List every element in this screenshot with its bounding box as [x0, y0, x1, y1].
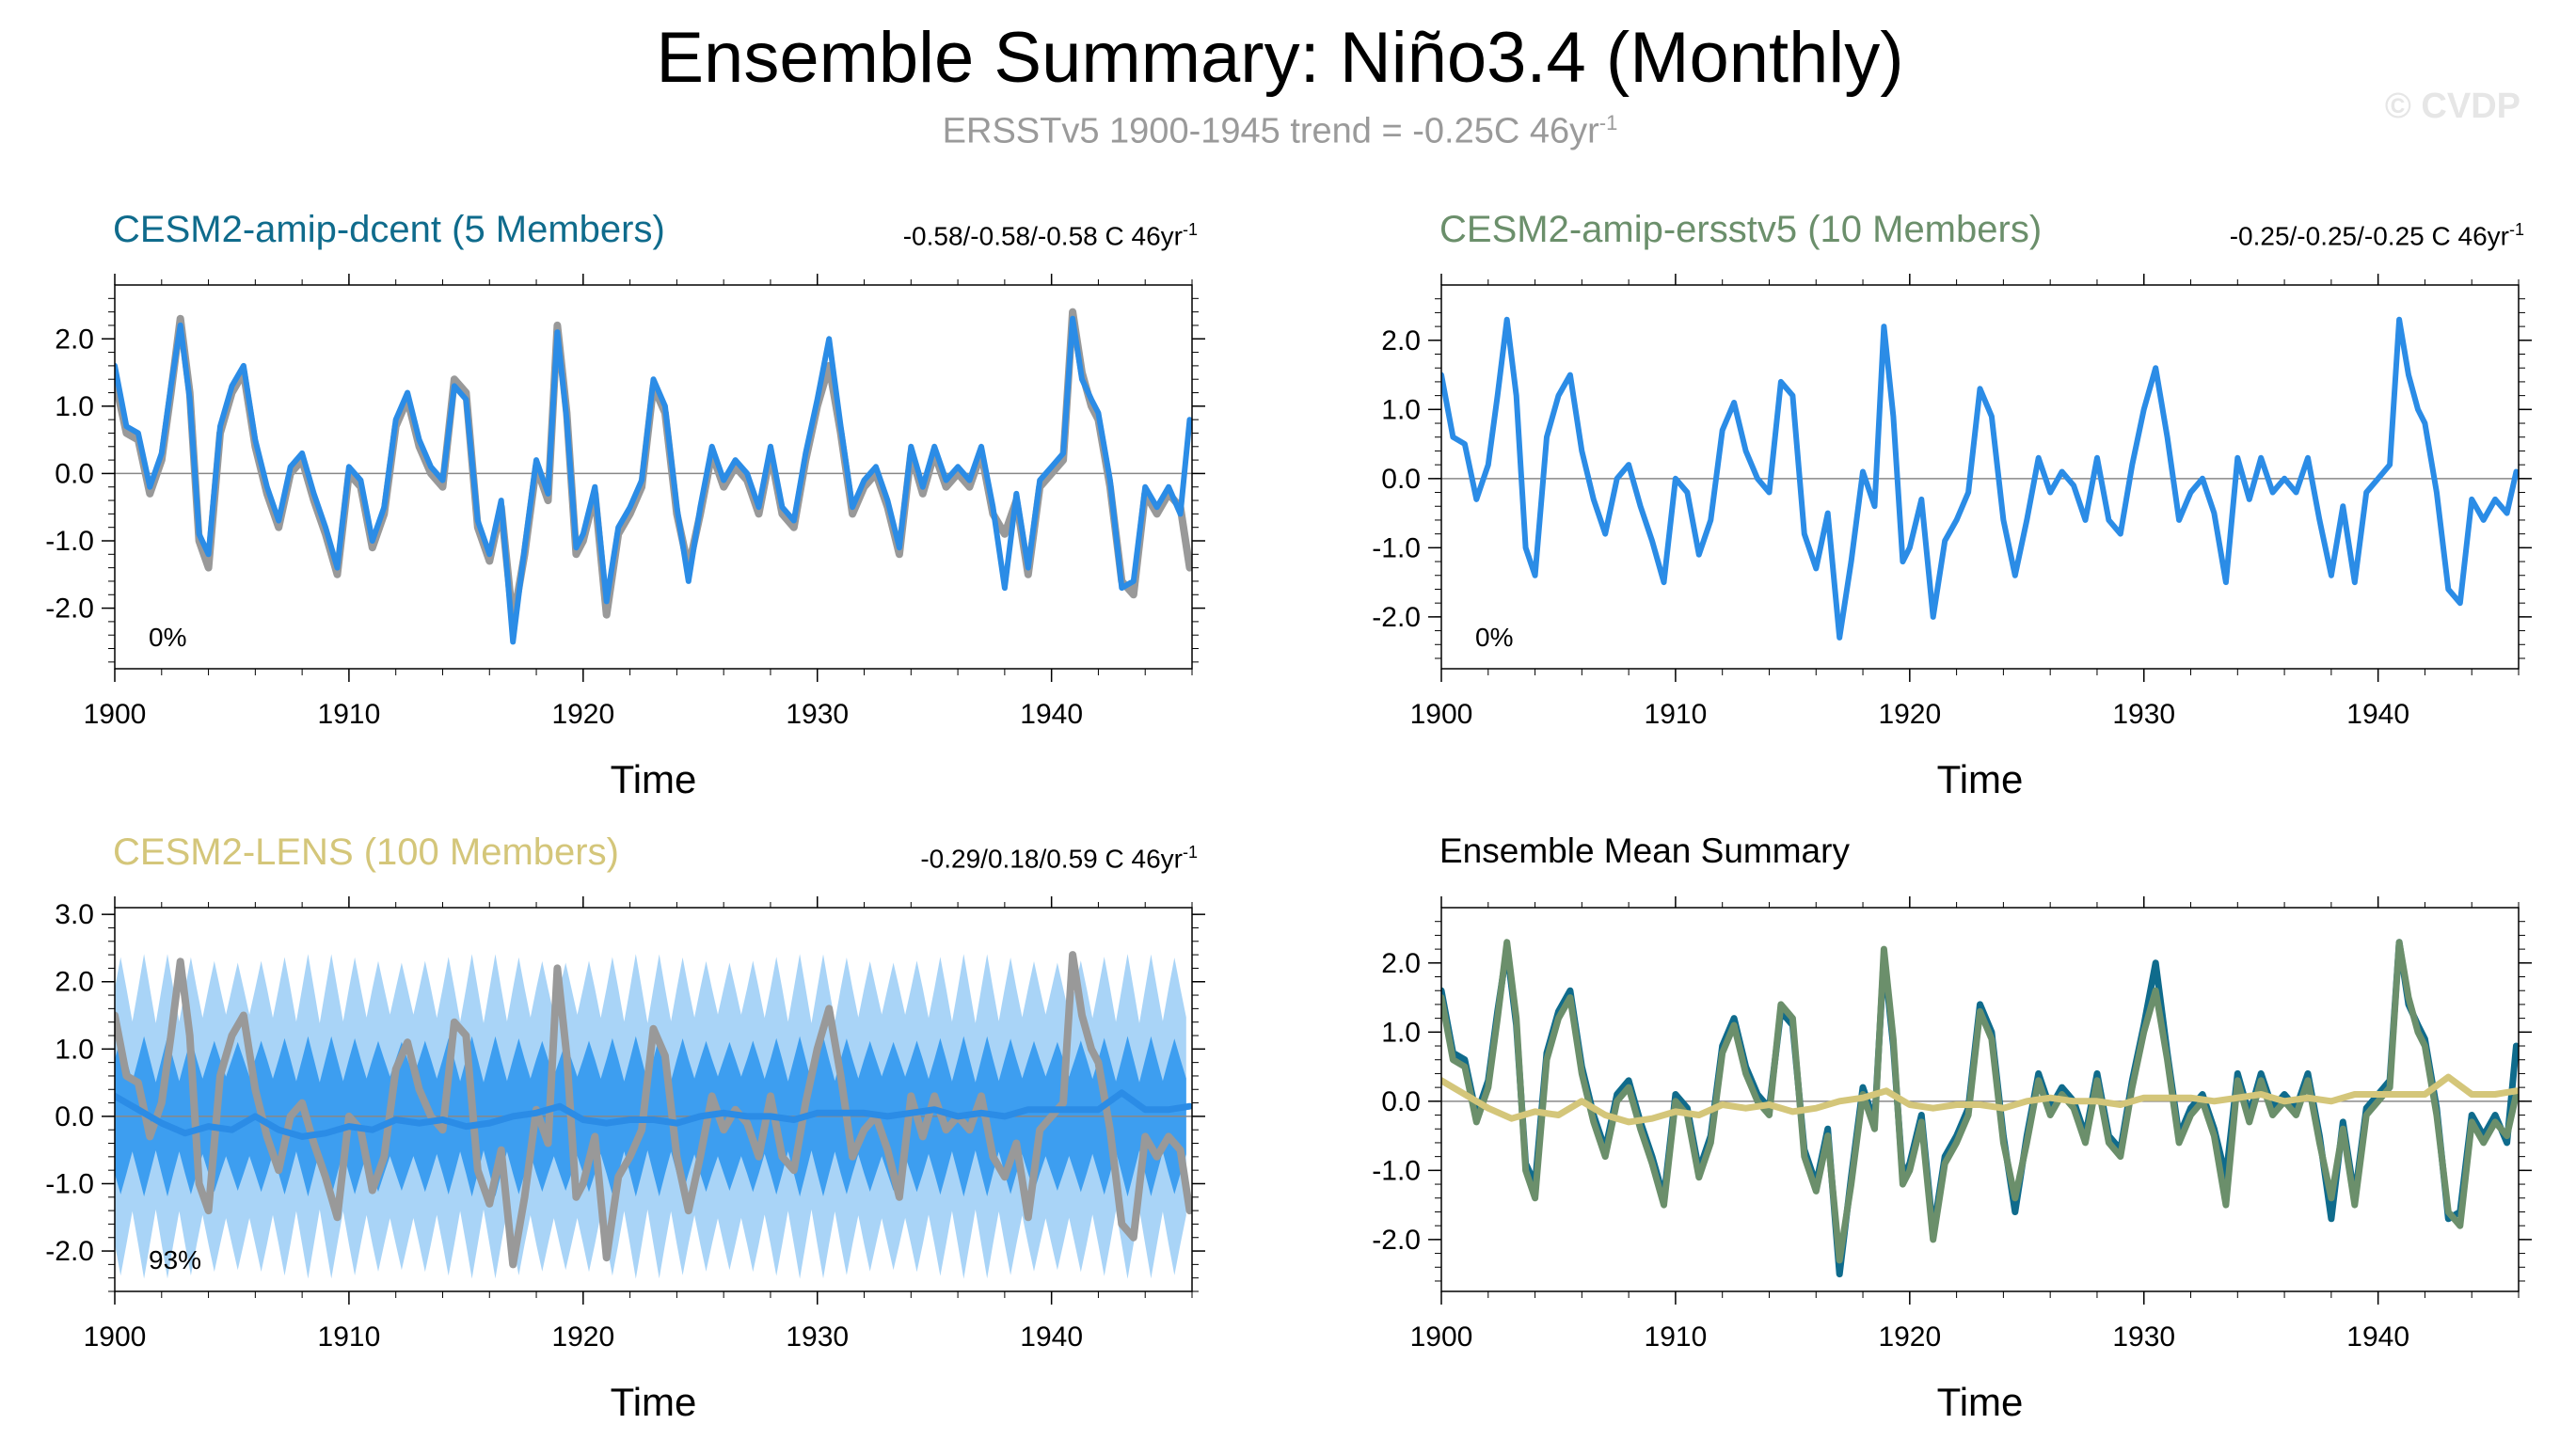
x-tick-label: 1920 [1878, 1321, 1941, 1353]
plot-frame [114, 284, 1193, 670]
y-tick-label: 0.0 [1381, 464, 1421, 495]
rank-label: 0% [1475, 623, 1513, 652]
x-tick-label: 1920 [551, 1321, 614, 1353]
series-line-member [1441, 316, 2519, 641]
x-tick-label: 1930 [2112, 699, 2175, 730]
panel-title-lens: CESM2-LENS (100 Members) [113, 831, 619, 873]
rank-label: 93% [149, 1245, 201, 1274]
x-tick-label: 1900 [1410, 1321, 1473, 1353]
y-tick-label: 0.0 [1381, 1086, 1421, 1117]
y-tick-label: -1.0 [45, 526, 94, 557]
y-tick-label: 0.0 [55, 1101, 94, 1132]
panel-trend-dcent: -0.58/-0.58/-0.58 C 46yr-1 [903, 220, 1198, 251]
series-line-observed [115, 951, 1192, 1269]
x-tick-label: 1910 [318, 699, 381, 730]
trend-superscript: -1 [2508, 220, 2524, 239]
y-tick-label: 2.0 [1381, 948, 1421, 979]
chart-panel-lens: 1900 1910 1920 1930 1940 -2.0 -1.0 0.0 1.0 2.0 3.0… [45, 896, 1205, 1424]
subtitle-superscript: -1 [1598, 111, 1618, 135]
x-tick-label: 1930 [786, 1321, 849, 1353]
y-tick-label: -1.0 [45, 1168, 94, 1199]
trend-superscript: -1 [1182, 220, 1198, 239]
y-tick-label: 0.0 [55, 458, 94, 489]
rank-label: 0% [149, 623, 186, 652]
series-line-observed [115, 308, 1192, 625]
x-tick-label: 1910 [318, 1321, 381, 1353]
x-axis-title: Time [611, 1380, 697, 1424]
plot-frame [1440, 284, 2520, 670]
y-tick-label: 2.0 [1381, 325, 1421, 356]
trend-text: -0.29/0.18/0.59 C 46yr [920, 844, 1183, 874]
x-tick-label: 1900 [1410, 699, 1473, 730]
figure-subtitle: ERSSTv5 1900-1945 trend = -0.25C 46yr-1 [0, 111, 2560, 152]
y-tick-label: 3.0 [55, 899, 94, 930]
chart-panel-dcent: 1900 1910 1920 1930 1940 -2.0 -1.0 0.0 1.0 2.0 Tim… [45, 274, 1205, 801]
figure-title: Ensemble Summary: Niño3.4 (Monthly) [656, 18, 1904, 98]
x-axis-title: Time [1937, 1380, 2024, 1424]
series-line-summary_ersstv5 [1441, 939, 2519, 1264]
chart-panel-ersstv5: 1900 1910 1920 1930 1940 -2.0 -1.0 0.0 1.0 2.0 Tim… [1372, 274, 2532, 801]
series-line-mean [115, 1089, 1192, 1140]
x-tick-label: 1910 [1645, 699, 1708, 730]
y-tick-label: -2.0 [45, 1236, 94, 1267]
y-tick-label: 2.0 [55, 324, 94, 355]
y-tick-label: 1.0 [1381, 394, 1421, 425]
x-tick-label: 1900 [84, 1321, 147, 1353]
x-axis-title: Time [1937, 757, 2024, 801]
y-tick-label: -2.0 [1372, 1225, 1421, 1256]
x-tick-label: 1940 [1020, 1321, 1083, 1353]
copyright-watermark: © CVDP [2384, 87, 2520, 126]
panel-title-ersstv5: CESM2-amip-ersstv5 (10 Members) [1439, 209, 2043, 250]
panel-title-summary: Ensemble Mean Summary [1439, 831, 1850, 870]
x-tick-label: 1900 [84, 699, 147, 730]
chart-panel-summary: 1900 1910 1920 1930 1940 -2.0 -1.0 0.0 1.0 2.0 Tim… [1372, 896, 2532, 1424]
trend-text: -0.25/-0.25/-0.25 C 46yr [2229, 221, 2509, 251]
x-tick-label: 1930 [2112, 1321, 2175, 1353]
y-tick-label: -1.0 [1372, 1155, 1421, 1186]
y-tick-label: 1.0 [55, 391, 94, 422]
panel-trend-ersstv5: -0.25/-0.25/-0.25 C 46yr-1 [2230, 220, 2524, 251]
x-axis-title: Time [611, 757, 697, 801]
x-tick-label: 1940 [2346, 1321, 2409, 1353]
x-tick-label: 1940 [1020, 699, 1083, 730]
y-tick-label: -2.0 [45, 593, 94, 625]
y-tick-label: 1.0 [55, 1034, 94, 1065]
plot-frame [1440, 907, 2520, 1292]
panel-title-dcent: CESM2-amip-dcent (5 Members) [113, 209, 665, 250]
trend-text: -0.58/-0.58/-0.58 C 46yr [902, 221, 1183, 251]
y-tick-label: 2.0 [55, 967, 94, 998]
x-tick-label: 1930 [786, 699, 849, 730]
x-tick-label: 1920 [551, 699, 614, 730]
plot-frame [114, 907, 1193, 1292]
x-tick-label: 1920 [1878, 699, 1941, 730]
y-tick-label: -1.0 [1372, 532, 1421, 563]
y-tick-label: -2.0 [1372, 602, 1421, 633]
x-tick-label: 1940 [2346, 699, 2409, 730]
subtitle-text: ERSSTv5 1900-1945 trend = -0.25C 46yr [942, 111, 1599, 151]
panel-trend-lens: -0.29/0.18/0.59 C 46yr-1 [920, 843, 1198, 874]
series-line-summary_dcent [1441, 939, 2519, 1278]
trend-superscript: -1 [1182, 843, 1198, 862]
y-tick-label: 1.0 [1381, 1017, 1421, 1048]
series-line-summary_lens [1441, 1073, 2519, 1126]
series-line-member [115, 315, 1192, 645]
x-tick-label: 1910 [1645, 1321, 1708, 1353]
